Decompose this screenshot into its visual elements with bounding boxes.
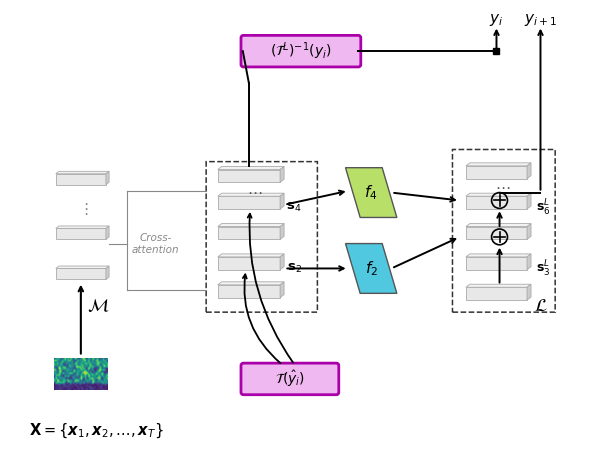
Text: $(\mathcal{T}^L)^{-1}(y_i)$: $(\mathcal{T}^L)^{-1}(y_i)$	[270, 40, 332, 62]
Polygon shape	[218, 196, 280, 209]
Text: $\cdots$: $\cdots$	[247, 184, 263, 199]
Polygon shape	[346, 168, 397, 218]
Polygon shape	[218, 224, 284, 227]
Polygon shape	[218, 257, 280, 270]
Polygon shape	[280, 193, 284, 209]
Text: $\vdots$: $\vdots$	[78, 201, 88, 217]
Polygon shape	[466, 284, 531, 287]
Text: $\mathbf{s}_4$: $\mathbf{s}_4$	[287, 201, 302, 214]
Polygon shape	[527, 193, 531, 209]
Text: $\mathbf{X} = \{\boldsymbol{x}_1, \boldsymbol{x}_2, \ldots, \boldsymbol{x}_T\}$: $\mathbf{X} = \{\boldsymbol{x}_1, \bolds…	[29, 422, 163, 440]
Polygon shape	[218, 254, 284, 257]
Polygon shape	[56, 171, 109, 174]
Polygon shape	[106, 226, 109, 240]
FancyBboxPatch shape	[241, 35, 361, 67]
Polygon shape	[56, 229, 106, 240]
Polygon shape	[466, 227, 527, 240]
Polygon shape	[56, 266, 109, 268]
Text: $y_i$: $y_i$	[489, 11, 503, 27]
Text: $f_4$: $f_4$	[365, 183, 378, 202]
Polygon shape	[466, 196, 527, 209]
Polygon shape	[218, 193, 284, 196]
Text: $y_{i+1}$: $y_{i+1}$	[524, 11, 557, 27]
Polygon shape	[218, 285, 280, 298]
Polygon shape	[280, 282, 284, 298]
Polygon shape	[527, 254, 531, 270]
Polygon shape	[527, 284, 531, 300]
Polygon shape	[466, 257, 527, 270]
Polygon shape	[218, 227, 280, 240]
Polygon shape	[527, 224, 531, 240]
Polygon shape	[56, 226, 109, 229]
Polygon shape	[280, 166, 284, 182]
Text: $\mathcal{L}$: $\mathcal{L}$	[534, 297, 547, 315]
Polygon shape	[56, 268, 106, 279]
Polygon shape	[280, 224, 284, 240]
Polygon shape	[218, 166, 284, 169]
Polygon shape	[280, 254, 284, 270]
Polygon shape	[218, 282, 284, 285]
Polygon shape	[466, 287, 527, 300]
Polygon shape	[466, 193, 531, 196]
Text: Cross-
attention: Cross- attention	[131, 234, 179, 255]
Text: $\cdots$: $\cdots$	[495, 179, 510, 194]
Polygon shape	[466, 224, 531, 227]
Polygon shape	[218, 169, 280, 182]
Polygon shape	[466, 163, 531, 166]
Polygon shape	[56, 174, 106, 185]
Polygon shape	[527, 163, 531, 179]
Polygon shape	[106, 171, 109, 185]
Text: $\mathbf{s}_6^L$: $\mathbf{s}_6^L$	[535, 198, 550, 218]
Polygon shape	[106, 266, 109, 279]
Polygon shape	[466, 166, 527, 179]
Text: $\mathcal{T}(\hat{y}_i)$: $\mathcal{T}(\hat{y}_i)$	[275, 369, 305, 389]
Text: $\mathbf{s}_3^L$: $\mathbf{s}_3^L$	[535, 258, 550, 278]
Text: $\mathbf{s}_2$: $\mathbf{s}_2$	[287, 262, 301, 275]
Polygon shape	[466, 254, 531, 257]
FancyBboxPatch shape	[241, 363, 339, 395]
Polygon shape	[346, 244, 397, 293]
Text: $\mathcal{M}$: $\mathcal{M}$	[87, 297, 109, 315]
Text: $f_2$: $f_2$	[365, 259, 378, 278]
